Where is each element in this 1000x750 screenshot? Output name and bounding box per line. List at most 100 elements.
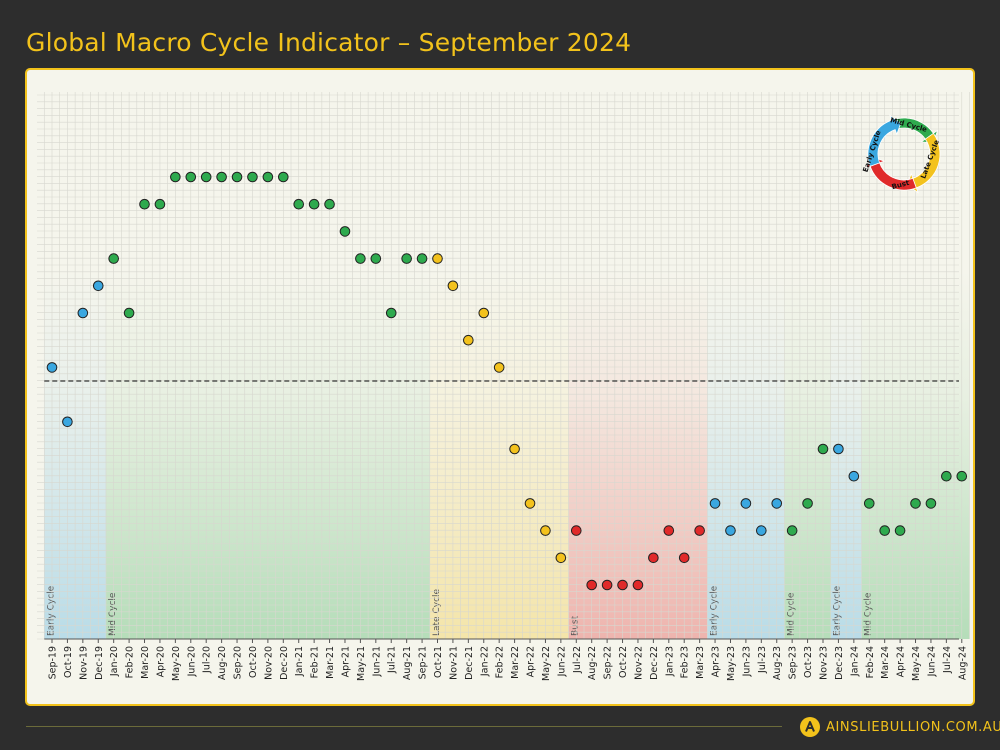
data-point xyxy=(678,552,690,564)
data-point xyxy=(833,443,844,455)
data-point xyxy=(385,307,397,319)
x-tick-label: Nov-20 xyxy=(263,646,274,680)
data-point xyxy=(170,171,181,183)
x-tick-label: Jun-20 xyxy=(186,646,197,677)
x-tick-label: Mar-22 xyxy=(510,646,521,679)
x-tick-label: Dec-21 xyxy=(464,646,475,680)
x-tick-label: Jun-21 xyxy=(371,646,382,677)
x-tick-label: Aug-22 xyxy=(587,646,598,680)
data-point xyxy=(108,253,119,264)
x-tick-label: Jul-21 xyxy=(387,646,398,674)
x-tick-label: Mar-21 xyxy=(325,646,336,679)
x-tick-label: Jan-20 xyxy=(109,646,120,677)
x-tick-label: Feb-24 xyxy=(865,646,876,678)
data-point xyxy=(463,334,474,346)
x-tick-label: Mar-23 xyxy=(695,646,706,679)
x-tick-label: Jan-21 xyxy=(294,646,305,677)
x-tick-label: Feb-22 xyxy=(495,646,506,678)
data-point xyxy=(493,362,505,373)
cycle-band-label: Mid Cycle xyxy=(786,592,796,636)
x-tick-label: Jul-24 xyxy=(942,646,953,674)
x-tick-label: Apr-22 xyxy=(526,646,537,677)
x-tick-label: May-22 xyxy=(541,646,552,681)
data-point xyxy=(879,525,890,536)
x-tick-label: Nov-23 xyxy=(819,646,830,680)
x-tick-label: Jan-24 xyxy=(849,646,860,677)
x-tick-label: Feb-20 xyxy=(125,646,136,678)
data-point xyxy=(570,525,582,536)
x-tick-label: Dec-23 xyxy=(834,646,845,680)
data-point xyxy=(154,198,166,210)
data-point xyxy=(139,198,150,210)
x-tick-label: Jul-20 xyxy=(202,646,213,674)
data-point xyxy=(339,226,351,237)
x-tick-label: Apr-23 xyxy=(711,646,722,677)
x-tick-label: Jun-23 xyxy=(741,646,752,677)
data-point xyxy=(509,443,520,455)
data-point xyxy=(709,498,721,509)
x-tick-label: Apr-24 xyxy=(896,646,907,677)
x-tick-label: Oct-20 xyxy=(248,646,259,678)
x-tick-label: Oct-21 xyxy=(433,646,444,678)
x-tick-label: Feb-21 xyxy=(310,646,321,678)
brand-text: AINSLIEBULLION.COM.AU xyxy=(826,719,1000,735)
data-point xyxy=(910,498,921,509)
data-point xyxy=(46,362,58,373)
cycle-band-label: Early Cycle xyxy=(709,585,719,636)
x-tick-label: Feb-23 xyxy=(680,646,691,678)
ainslie-logo-icon xyxy=(800,717,820,737)
x-tick-label: Nov-21 xyxy=(448,646,459,680)
data-point xyxy=(632,579,644,591)
data-point xyxy=(663,525,675,536)
data-point xyxy=(324,198,335,210)
cycle-arrow-icon xyxy=(867,114,902,167)
cycle-band-label: Early Cycle xyxy=(46,585,56,636)
data-point xyxy=(925,498,937,509)
data-point xyxy=(247,171,258,183)
data-point xyxy=(817,443,829,455)
data-point xyxy=(185,171,197,183)
data-point xyxy=(802,498,813,509)
x-tick-label: May-23 xyxy=(726,646,737,681)
x-tick-label: Aug-24 xyxy=(957,646,968,680)
data-point xyxy=(308,198,320,210)
data-point xyxy=(293,198,305,210)
x-tick-label: Oct-19 xyxy=(63,646,74,678)
data-point xyxy=(355,253,366,264)
data-point xyxy=(277,171,289,183)
data-point xyxy=(894,525,906,536)
data-point xyxy=(62,416,73,428)
x-tick-label: Apr-20 xyxy=(155,646,166,677)
data-point xyxy=(740,498,752,509)
x-tick-label: Jan-23 xyxy=(664,646,675,677)
data-point xyxy=(786,525,798,536)
x-tick-label: Oct-23 xyxy=(803,646,814,678)
x-tick-label: Jan-22 xyxy=(479,646,490,677)
x-tick-label: Dec-22 xyxy=(649,646,660,680)
x-tick-label: Aug-23 xyxy=(772,646,783,680)
data-point xyxy=(231,171,243,183)
x-tick-label: Jun-22 xyxy=(556,646,567,677)
data-point xyxy=(771,498,783,509)
data-point xyxy=(941,470,952,482)
x-tick-label: Sep-23 xyxy=(788,646,799,679)
x-axis: Sep-19 Oct-19 Nov-19 Dec-19 Jan-20 Feb-20 Mar-… xyxy=(48,639,968,681)
data-point xyxy=(447,280,459,292)
data-point xyxy=(601,579,613,591)
data-point xyxy=(92,280,104,292)
data-point xyxy=(216,171,227,183)
x-tick-label: May-20 xyxy=(171,646,182,681)
x-tick-label: Aug-20 xyxy=(217,646,228,680)
data-point xyxy=(863,498,875,509)
x-tick-label: Jun-24 xyxy=(926,646,937,677)
footer-divider xyxy=(26,726,782,727)
brand[interactable]: AINSLIEBULLION.COM.AU xyxy=(800,717,1000,737)
chart-panel: Early Cycle Mid Cycle Late Cycle Bust Early … xyxy=(25,68,975,706)
x-tick-label: Oct-22 xyxy=(618,646,629,678)
x-tick-label: Sep-19 xyxy=(48,646,59,679)
data-point xyxy=(200,171,212,183)
x-tick-label: Mar-24 xyxy=(880,646,891,679)
data-point xyxy=(524,498,536,509)
x-tick-label: Jul-23 xyxy=(757,646,768,674)
